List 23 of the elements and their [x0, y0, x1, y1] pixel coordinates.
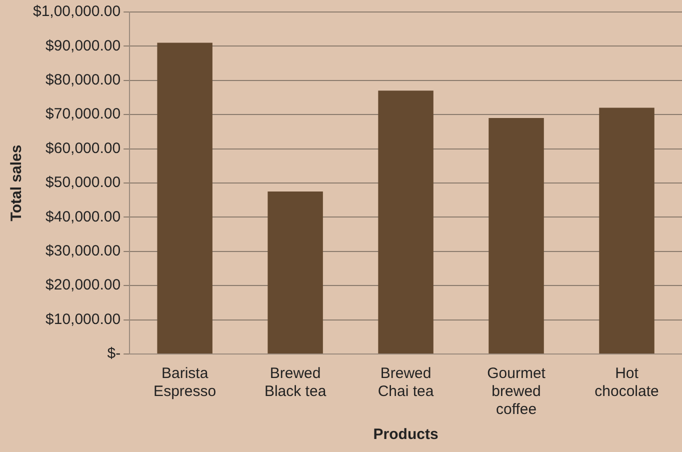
x-tick-label: Brewed Chai tea [378, 365, 434, 400]
bar [599, 108, 654, 354]
bar [157, 42, 212, 354]
bar [268, 192, 323, 354]
y-axis-title: Total sales [8, 144, 26, 222]
bar [378, 90, 434, 354]
x-tick-label: Brewed Black tea [264, 365, 327, 400]
y-tick-label: $30,000.00 [46, 242, 121, 260]
y-tick-label: $50,000.00 [46, 174, 121, 192]
y-tick-label: $90,000.00 [46, 37, 121, 54]
y-tick-label: $80,000.00 [46, 72, 121, 89]
y-tick-label: $10,000.00 [46, 310, 121, 328]
x-tick-label: Gourmet brewed coffee [487, 365, 546, 418]
y-tick-label: $1,00,000.00 [32, 3, 121, 20]
y-tick-label: $40,000.00 [46, 208, 121, 226]
x-axis-title: Products [373, 426, 438, 444]
bar [488, 118, 544, 354]
y-tick-label: $20,000.00 [46, 276, 121, 294]
x-tick-label: Hot chocolate [594, 365, 659, 400]
y-tick-label: $60,000.00 [46, 140, 121, 157]
x-tick-label: Barista Espresso [154, 365, 216, 400]
y-tick-label: $70,000.00 [46, 106, 121, 123]
y-tick-label: $- [107, 345, 121, 362]
